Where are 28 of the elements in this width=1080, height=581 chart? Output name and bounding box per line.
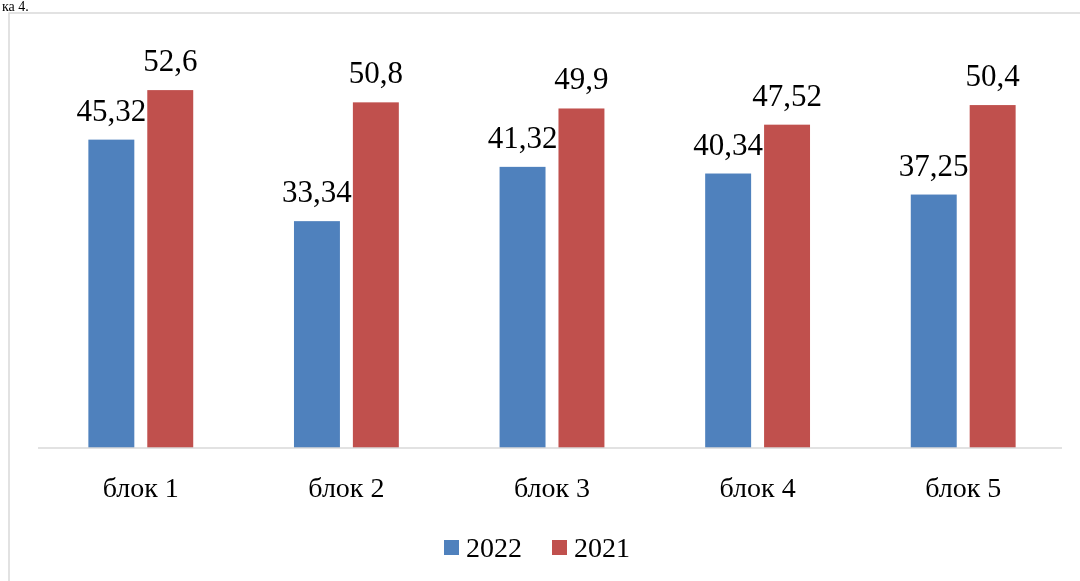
bar	[147, 90, 194, 448]
bar	[764, 124, 811, 448]
data-label: 52,6	[143, 43, 198, 79]
data-label: 40,34	[693, 126, 764, 162]
x-tick-label: блок 1	[102, 472, 179, 503]
data-label: 41,32	[487, 119, 558, 155]
x-tick-label: блок 5	[925, 472, 1002, 503]
bar	[499, 166, 546, 448]
data-label: 45,32	[76, 92, 147, 128]
text: ка 4.	[2, 0, 29, 14]
x-tick-label: блок 3	[513, 472, 591, 503]
legend-label: 2022	[466, 532, 522, 563]
data-label: 49,9	[554, 61, 609, 97]
data-label: 50,8	[348, 55, 403, 91]
x-tick-label: блок 4	[719, 472, 796, 503]
bar	[558, 108, 605, 448]
bar	[293, 221, 340, 448]
data-label: 47,52	[752, 77, 822, 113]
data-label: 50,4	[965, 58, 1021, 94]
bar	[910, 194, 957, 448]
data-label: 33,34	[282, 174, 353, 210]
legend-label: 2021	[574, 532, 630, 563]
bar	[352, 102, 399, 448]
x-tick-label: блок 2	[308, 472, 385, 503]
bar	[705, 173, 752, 448]
bar	[88, 139, 135, 448]
bar	[969, 105, 1016, 448]
data-label: 37,25	[898, 147, 969, 183]
